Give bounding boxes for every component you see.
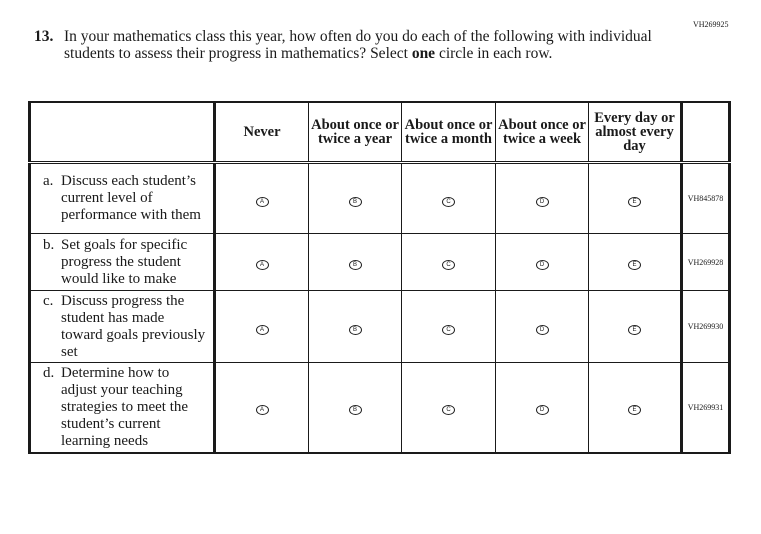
table-row: c. Discuss progress the student has made … xyxy=(29,290,730,363)
question-text-end: circle in each row. xyxy=(435,45,553,62)
column-header: About once or twice a year xyxy=(308,101,402,164)
item-code: VH269928 xyxy=(680,233,730,291)
row-letter: c. xyxy=(43,292,54,309)
radio-bubble[interactable]: C xyxy=(442,260,455,270)
radio-bubble[interactable]: A xyxy=(255,196,269,207)
option-cell: E xyxy=(588,162,682,234)
header-blank xyxy=(29,101,216,164)
column-header: Every day or almost every day xyxy=(588,101,682,164)
radio-bubble[interactable]: B xyxy=(348,196,362,207)
radio-bubble[interactable]: E xyxy=(628,260,641,270)
option-cell: B xyxy=(308,162,402,234)
row-letter: b. xyxy=(43,236,55,253)
table-row: a. Discuss each student’s current level o… xyxy=(29,162,730,234)
response-table: Never About once or twice a year About onc… xyxy=(28,101,731,454)
item-code: VH845878 xyxy=(680,162,730,234)
option-cell: C xyxy=(401,362,496,453)
radio-bubble[interactable]: E xyxy=(628,405,641,416)
option-cell: D xyxy=(495,233,589,291)
option-cell: C xyxy=(401,290,496,363)
question-text: In your mathematics class this year, how… xyxy=(64,28,652,62)
row-text: Determine how to adjust your teaching st… xyxy=(61,364,189,449)
radio-bubble[interactable]: C xyxy=(442,324,455,335)
page-code: VH269925 xyxy=(693,20,729,29)
radio-bubble[interactable]: B xyxy=(348,260,362,270)
column-header: About once or twice a month xyxy=(401,101,496,164)
row-label: c. Discuss progress the student has made … xyxy=(29,290,216,363)
row-label: a. Discuss each student’s current level o… xyxy=(29,162,216,234)
item-code: VH269931 xyxy=(680,362,730,453)
radio-bubble[interactable]: A xyxy=(255,405,269,416)
row-label: d. Determine how to adjust your teaching … xyxy=(29,362,216,453)
row-text: Discuss each student’s current level of … xyxy=(61,173,201,223)
item-code: VH269930 xyxy=(680,290,730,363)
radio-bubble[interactable]: B xyxy=(348,405,362,416)
option-cell: D xyxy=(495,162,589,234)
column-header: About once or twice a week xyxy=(495,101,589,164)
radio-bubble[interactable]: C xyxy=(442,196,455,207)
option-cell: D xyxy=(495,362,589,453)
radio-bubble[interactable]: D xyxy=(535,196,549,207)
option-cell: A xyxy=(214,233,309,291)
table-row: d. Determine how to adjust your teaching … xyxy=(29,362,730,453)
option-cell: B xyxy=(308,290,402,363)
option-cell: A xyxy=(214,362,309,453)
option-cell: E xyxy=(588,233,682,291)
radio-bubble[interactable]: C xyxy=(442,405,455,416)
row-text: Discuss progress the student has made to… xyxy=(61,292,206,360)
option-cell: A xyxy=(214,162,309,234)
option-cell: E xyxy=(588,290,682,363)
question-emphasis: one xyxy=(411,45,436,62)
option-cell: A xyxy=(214,290,309,363)
radio-bubble[interactable]: E xyxy=(628,196,641,207)
column-header: Never xyxy=(214,101,309,164)
radio-bubble[interactable]: E xyxy=(628,324,641,335)
radio-bubble[interactable]: D xyxy=(535,405,549,416)
question-number: 13. xyxy=(34,28,54,45)
table-row: b. Set goals for specific progress the st… xyxy=(29,233,730,291)
row-letter: d. xyxy=(43,364,55,381)
option-cell: B xyxy=(308,233,402,291)
option-cell: E xyxy=(588,362,682,453)
option-cell: C xyxy=(401,162,496,234)
radio-bubble[interactable]: A xyxy=(255,324,269,335)
radio-bubble[interactable]: A xyxy=(255,260,269,270)
radio-bubble[interactable]: D xyxy=(535,324,549,335)
option-cell: D xyxy=(495,290,589,363)
question: 13. In your mathematics class this year,… xyxy=(34,28,654,62)
header-code-blank xyxy=(680,101,730,164)
option-cell: C xyxy=(401,233,496,291)
row-text: Set goals for specific progress the stud… xyxy=(61,236,188,287)
row-label: b. Set goals for specific progress the st… xyxy=(29,233,216,291)
radio-bubble[interactable]: D xyxy=(535,260,549,270)
radio-bubble[interactable]: B xyxy=(348,324,362,335)
option-cell: B xyxy=(308,362,402,453)
row-letter: a. xyxy=(43,173,54,189)
